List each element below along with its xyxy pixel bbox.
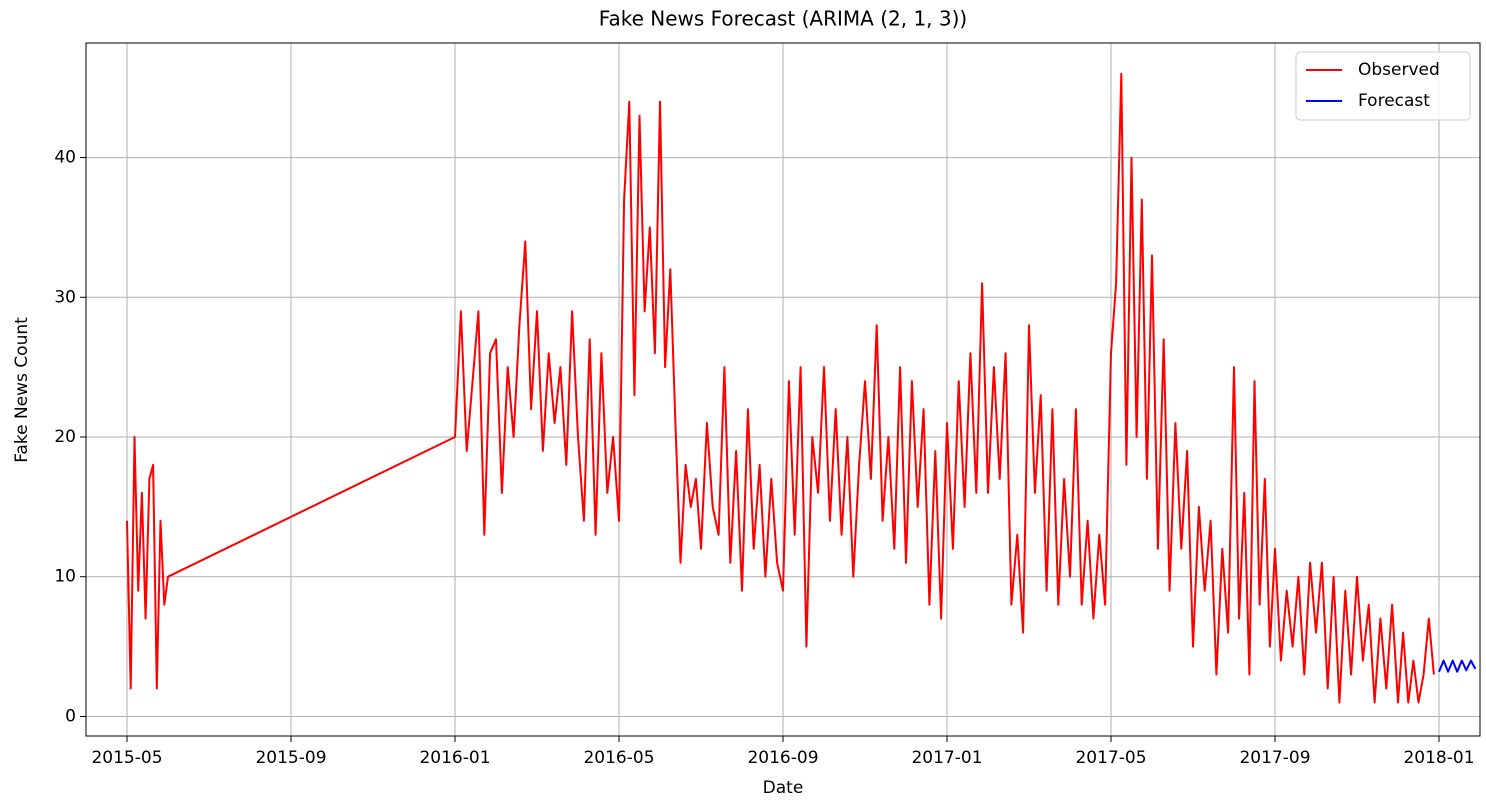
x-tick-label: 2016-05 bbox=[583, 748, 654, 768]
legend-label: Observed bbox=[1358, 60, 1440, 80]
series-line bbox=[126, 72, 1435, 704]
x-tick-label: 2017-05 bbox=[1075, 748, 1146, 768]
y-tick-label: 0 bbox=[65, 706, 76, 726]
y-tick-label: 20 bbox=[54, 427, 76, 447]
y-tick-label: 10 bbox=[54, 567, 76, 587]
x-tick-label: 2017-01 bbox=[911, 748, 982, 768]
x-tick-label: 2016-01 bbox=[419, 748, 490, 768]
legend-label: Forecast bbox=[1358, 91, 1430, 111]
x-tick-label: 2015-09 bbox=[255, 748, 326, 768]
plot-frame bbox=[85, 42, 1481, 737]
x-tick-label: 2016-09 bbox=[747, 748, 818, 768]
y-tick-label: 30 bbox=[54, 287, 76, 307]
y-axis-label: Fake News Count bbox=[12, 317, 32, 463]
x-axis-label: Date bbox=[763, 778, 804, 798]
y-tick-label: 40 bbox=[54, 148, 76, 168]
x-tick-label: 2017-09 bbox=[1239, 748, 1310, 768]
chart-title: Fake News Forecast (ARIMA (2, 1, 3)) bbox=[599, 7, 967, 31]
x-tick-label: 2015-05 bbox=[91, 748, 162, 768]
x-tick-label: 2018-01 bbox=[1403, 748, 1474, 768]
series-line bbox=[1438, 659, 1477, 673]
